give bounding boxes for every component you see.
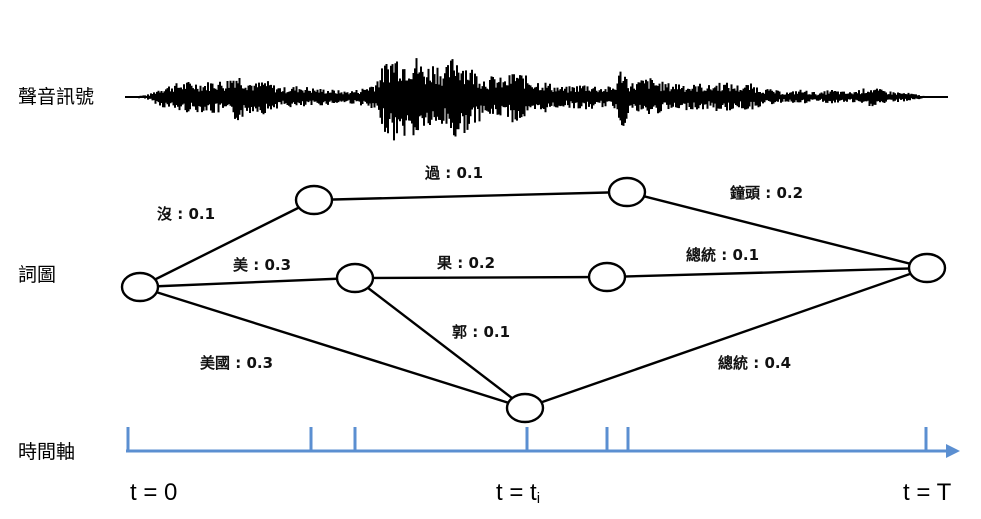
edge-label: 過 : 0.1 bbox=[424, 164, 483, 182]
node-1 bbox=[294, 184, 334, 216]
node-5 bbox=[505, 392, 545, 424]
time-axis-row-label: 時間軸 bbox=[18, 441, 75, 463]
edge-mei bbox=[139, 276, 356, 289]
edge-zongtong-bottom bbox=[524, 266, 928, 410]
node-3 bbox=[335, 262, 375, 294]
edge-labels: 沒 : 0.1 過 : 0.1 鐘頭 : 0.2 美 : 0.3 果 : 0.2… bbox=[157, 164, 803, 372]
node-4 bbox=[587, 261, 627, 293]
edge-label: 果 : 0.2 bbox=[436, 254, 495, 272]
lattice-nodes bbox=[120, 176, 947, 424]
edge-label: 總統 : 0.4 bbox=[718, 354, 791, 372]
edge-meiguo bbox=[139, 285, 526, 410]
edge-label: 鐘頭 : 0.2 bbox=[730, 184, 803, 202]
signal-row-label: 聲音訊號 bbox=[18, 86, 94, 108]
edge-mei-start-to-n1 bbox=[139, 198, 315, 289]
time-mid-subscript: i bbox=[537, 490, 540, 507]
time-mid-label: t = ti bbox=[496, 479, 540, 507]
edge-guo bbox=[313, 190, 628, 202]
node-end bbox=[907, 252, 947, 284]
edge-label: 沒 : 0.1 bbox=[157, 205, 215, 223]
time-axis-arrowhead bbox=[946, 444, 960, 458]
time-mid-prefix: t = t bbox=[496, 479, 537, 506]
time-end-label: t = T bbox=[903, 479, 952, 506]
edge-zhongtou bbox=[626, 190, 928, 270]
edge-label: 美 : 0.3 bbox=[233, 256, 291, 274]
edge-label: 郭 : 0.1 bbox=[452, 323, 510, 341]
lattice-row-label: 詞圖 bbox=[18, 264, 56, 286]
edge-guo-surname bbox=[354, 277, 526, 409]
edge-zongtong-top bbox=[606, 266, 928, 279]
waveform-envelope bbox=[130, 58, 929, 141]
time-axis bbox=[126, 427, 960, 458]
lattice-edges bbox=[139, 190, 928, 410]
time-start-label: t = 0 bbox=[130, 479, 177, 506]
node-start bbox=[120, 271, 160, 303]
node-2 bbox=[607, 176, 647, 208]
edge-label: 總統 : 0.1 bbox=[686, 246, 759, 264]
edge-guo-fruit bbox=[354, 275, 608, 280]
audio-waveform bbox=[125, 58, 948, 141]
edge-label: 美國 : 0.3 bbox=[200, 354, 273, 372]
